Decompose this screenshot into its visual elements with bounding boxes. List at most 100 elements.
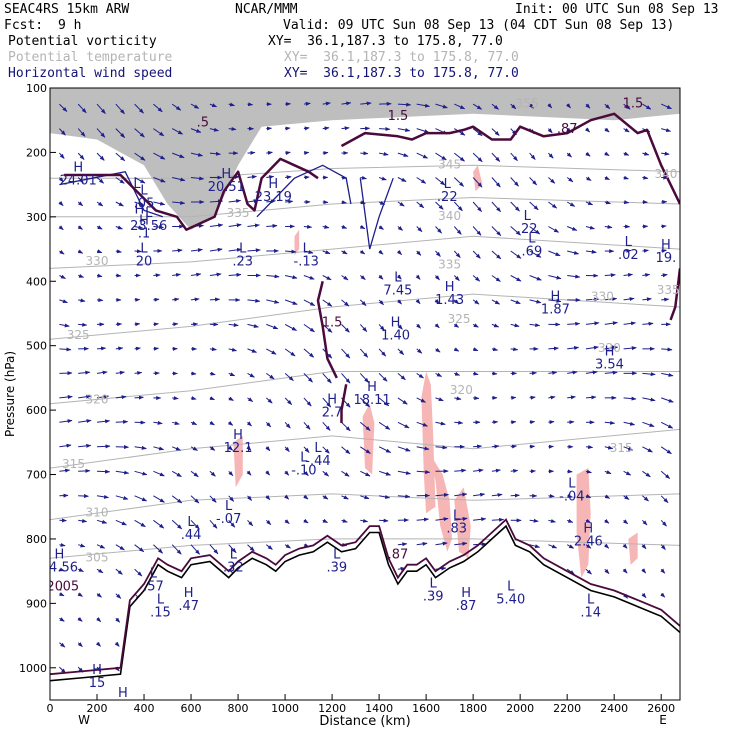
wind-vector-58 xyxy=(96,346,107,351)
extremum-value-32: .83 xyxy=(446,522,467,537)
wind-vector-88 xyxy=(115,495,129,500)
wind-vector-168 xyxy=(190,421,198,426)
wind-vector-321 xyxy=(341,446,351,455)
wind-vector-625 xyxy=(642,372,656,377)
forecast-label: Fcst: xyxy=(4,18,44,33)
wind-vector-485 xyxy=(510,299,521,305)
wind-vector-324 xyxy=(341,518,348,523)
extremum-symbol-27: H xyxy=(55,547,65,562)
x-end-label-left: W xyxy=(78,713,90,727)
wind-vector-4 xyxy=(58,201,64,206)
extremum-value-26: .32 xyxy=(223,560,244,575)
wind-vector-118 xyxy=(153,128,165,137)
wind-vector-185 xyxy=(209,371,216,376)
wind-vector-139 xyxy=(172,177,186,182)
wind-vector-328 xyxy=(360,151,369,156)
wind-vector-359 xyxy=(378,470,391,476)
wind-vector-248 xyxy=(265,495,271,501)
theta-label-15: 315 xyxy=(610,441,633,455)
annotation-2: .87 xyxy=(557,122,578,137)
wind-vector-445 xyxy=(472,226,482,236)
wind-vector-110 xyxy=(134,445,147,450)
wind-vector-603 xyxy=(623,346,637,351)
extremum-symbol-5: H xyxy=(221,167,231,182)
wind-vector-374 xyxy=(397,397,408,405)
wind-vector-483 xyxy=(510,250,522,259)
wind-vector-279 xyxy=(303,323,315,333)
wind-vector-50 xyxy=(96,152,105,161)
wind-vector-545 xyxy=(567,395,576,400)
wind-vector-352 xyxy=(378,299,384,306)
wind-vector-158 xyxy=(190,176,205,181)
wind-vector-24 xyxy=(77,103,87,114)
wind-vector-204 xyxy=(228,372,236,377)
wind-vector-487 xyxy=(510,347,519,352)
wind-vector-457 xyxy=(473,517,487,522)
wind-vector-368 xyxy=(396,250,402,255)
wind-vector-226 xyxy=(246,421,252,427)
wind-vector-124 xyxy=(153,273,161,278)
wind-vector-584 xyxy=(604,370,618,375)
wind-vector-303 xyxy=(322,446,330,454)
wind-vector-550 xyxy=(567,518,574,523)
wind-vector-429 xyxy=(453,299,460,305)
wind-vector-254 xyxy=(285,175,292,180)
wind-vector-106 xyxy=(134,346,141,351)
wind-vector-384 xyxy=(416,152,429,159)
extremum-value-25: .44 xyxy=(181,528,202,543)
wind-vector-25 xyxy=(77,128,86,137)
wind-vector-72 xyxy=(115,103,125,115)
wind-vector-64 xyxy=(96,494,109,499)
wind-vector-465 xyxy=(491,250,502,260)
wind-vector-92 xyxy=(115,593,122,599)
wind-vector-476 xyxy=(491,517,505,522)
extremum-value-36: .39 xyxy=(423,589,444,604)
wind-vector-647 xyxy=(661,397,674,403)
wind-vector-472 xyxy=(491,420,499,425)
wind-vector-266 xyxy=(284,470,290,476)
wind-vector-630 xyxy=(642,495,649,502)
wind-vector-235 xyxy=(266,175,275,180)
wind-vector-249 xyxy=(265,519,272,525)
wind-vector-320 xyxy=(341,421,351,432)
wind-vector-199 xyxy=(228,247,242,252)
wind-vector-395 xyxy=(416,421,428,427)
wind-vector-273 xyxy=(303,175,310,180)
wind-vector-39 xyxy=(78,468,91,473)
wind-vector-463 xyxy=(491,201,501,213)
extremum-symbol-12: L xyxy=(444,177,452,192)
extremum-value-29: .15 xyxy=(150,605,171,620)
model-title: SEAC4RS 15km ARW xyxy=(4,2,130,17)
wind-vector-42 xyxy=(78,543,86,548)
theta-contour-310-6 xyxy=(50,493,680,521)
wind-vector-593 xyxy=(623,103,631,110)
wind-vector-438 xyxy=(454,517,468,521)
wind-vector-69 xyxy=(96,617,102,623)
wind-vector-363 xyxy=(397,128,411,132)
wind-vector-169 xyxy=(190,446,198,451)
wind-vector-31 xyxy=(78,273,85,278)
wind-vector-621 xyxy=(642,273,651,278)
wind-vector-84 xyxy=(115,395,127,400)
wind-vector-62 xyxy=(96,444,111,449)
extremum-symbol-42: H xyxy=(118,686,128,701)
wind-vector-54 xyxy=(96,249,103,254)
extremum-symbol-23: L xyxy=(300,451,308,466)
wind-vector-257 xyxy=(285,249,297,254)
wind-vector-85 xyxy=(115,419,129,424)
wind-vector-112 xyxy=(134,495,148,502)
wind-vector-418 xyxy=(435,517,449,522)
y-tick-label-7: 800 xyxy=(26,533,47,546)
wind-vector-263 xyxy=(284,397,293,405)
wind-vector-597 xyxy=(623,200,630,205)
wind-vector-342 xyxy=(360,495,370,500)
extremum-symbol-9: L xyxy=(394,270,402,285)
wind-vector-75 xyxy=(115,177,125,184)
wind-vector-250 xyxy=(265,544,273,550)
wind-vector-343 xyxy=(360,518,369,523)
wind-vector-570 xyxy=(585,518,591,524)
field-wind-name: Horizontal wind speed xyxy=(8,66,173,81)
wind-vector-636 xyxy=(661,128,672,132)
extremum-symbol-1: L xyxy=(133,177,141,192)
extremum-value-14: .69 xyxy=(522,245,543,260)
